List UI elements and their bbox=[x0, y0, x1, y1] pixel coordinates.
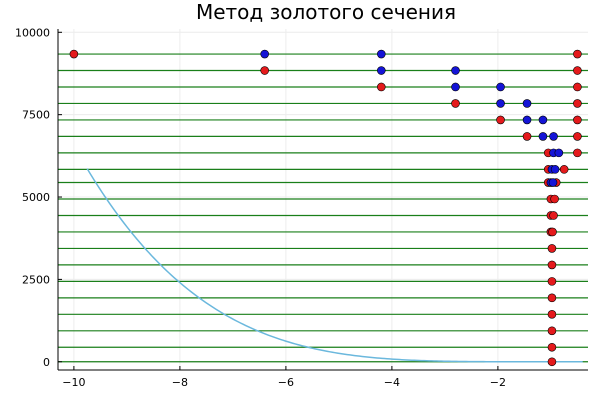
blue-point bbox=[376, 49, 386, 59]
y-tick-label: 7500 bbox=[22, 109, 50, 122]
red-point bbox=[547, 260, 557, 270]
curve-line bbox=[86, 168, 583, 363]
y-tick-label: 10000 bbox=[15, 26, 50, 39]
x-tick-label: −4 bbox=[384, 376, 400, 389]
chart-title: Метод золотого сечения bbox=[196, 0, 456, 24]
blue-point bbox=[538, 115, 548, 125]
red-point bbox=[573, 66, 582, 75]
red-point bbox=[548, 227, 557, 237]
blue-point bbox=[554, 148, 564, 158]
horizontal-lines bbox=[58, 53, 588, 363]
red-point bbox=[547, 310, 557, 319]
red-point bbox=[547, 244, 557, 253]
blue-point bbox=[548, 178, 558, 187]
red-point bbox=[559, 165, 569, 174]
blue-point bbox=[538, 132, 548, 141]
blue-point bbox=[451, 82, 460, 92]
red-point bbox=[376, 82, 386, 92]
blue-point bbox=[376, 66, 386, 75]
blue-point bbox=[550, 165, 560, 174]
y-tick-label: 0 bbox=[43, 356, 50, 369]
blue-point bbox=[451, 66, 460, 75]
red-point bbox=[69, 49, 79, 59]
red-point bbox=[547, 293, 557, 303]
x-tick-label: −2 bbox=[490, 376, 506, 389]
red-point bbox=[496, 115, 505, 125]
red-point bbox=[547, 342, 557, 352]
red-point bbox=[573, 148, 582, 158]
red-point bbox=[260, 66, 270, 75]
red-point bbox=[573, 49, 582, 59]
axes: −10 −8 −6 −4 −2 0 2500 5000 7500 10000 bbox=[15, 26, 588, 389]
blue-point bbox=[496, 82, 505, 92]
red-point bbox=[573, 115, 582, 125]
blue-point bbox=[549, 132, 558, 141]
red-point bbox=[547, 326, 557, 336]
blue-point bbox=[260, 49, 270, 59]
x-tick-label: −10 bbox=[62, 376, 85, 389]
y-tick-label: 5000 bbox=[22, 191, 50, 204]
red-point bbox=[573, 132, 582, 141]
x-tick-label: −8 bbox=[172, 376, 188, 389]
x-tick-label: −6 bbox=[278, 376, 294, 389]
red-point bbox=[522, 132, 532, 141]
red-point bbox=[573, 99, 582, 108]
red-point bbox=[573, 82, 582, 92]
blue-point bbox=[496, 99, 505, 108]
blue-point bbox=[522, 99, 532, 108]
scatter-points bbox=[69, 49, 582, 367]
red-point bbox=[547, 357, 557, 367]
y-tick-label: 2500 bbox=[22, 273, 50, 286]
red-point bbox=[547, 277, 557, 286]
red-point bbox=[550, 194, 559, 204]
red-point bbox=[549, 211, 558, 220]
blue-point bbox=[522, 115, 532, 125]
red-point bbox=[451, 99, 460, 108]
function-curve bbox=[86, 168, 583, 363]
